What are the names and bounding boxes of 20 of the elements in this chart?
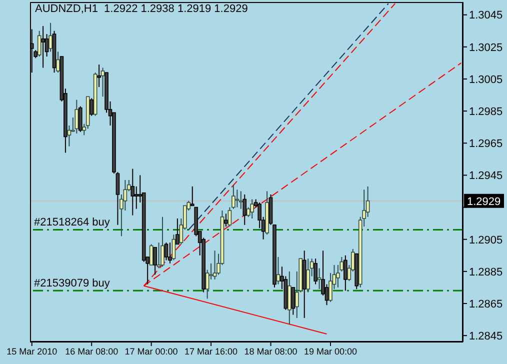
ref-line-label: #21539079 buy	[34, 278, 110, 290]
ref-line-label: 1.2929	[467, 196, 501, 208]
x-tick-label: 15 Mar 2010	[6, 346, 58, 356]
y-tick-label: 1.2865	[469, 298, 503, 310]
x-tick-label: 17 Mar 16:00	[184, 346, 238, 356]
y-tick-label: 1.2885	[469, 266, 503, 278]
y-tick-label: 1.3005	[469, 74, 503, 86]
x-tick-label: 18 Mar 08:00	[244, 346, 298, 356]
x-tick-label: 17 Mar 00:00	[124, 346, 178, 356]
y-tick-label: 1.2965	[469, 138, 503, 150]
y-tick-label: 1.3045	[469, 10, 503, 22]
y-tick-label: 1.2905	[469, 234, 503, 246]
y-tick-label: 1.2985	[469, 106, 503, 118]
chart-title: AUDNZD,H1 1.2922 1.2938 1.2919 1.2929	[35, 3, 248, 15]
y-tick-label: 1.2945	[469, 170, 503, 182]
ref-line-label: #21518264 buy	[34, 216, 110, 229]
y-tick-label: 1.2845	[469, 330, 503, 342]
y-tick-label: 1.3025	[469, 42, 503, 54]
x-tick-label: 16 Mar 08:00	[65, 346, 118, 356]
x-tick-label: 19 Mar 00:00	[304, 346, 358, 356]
